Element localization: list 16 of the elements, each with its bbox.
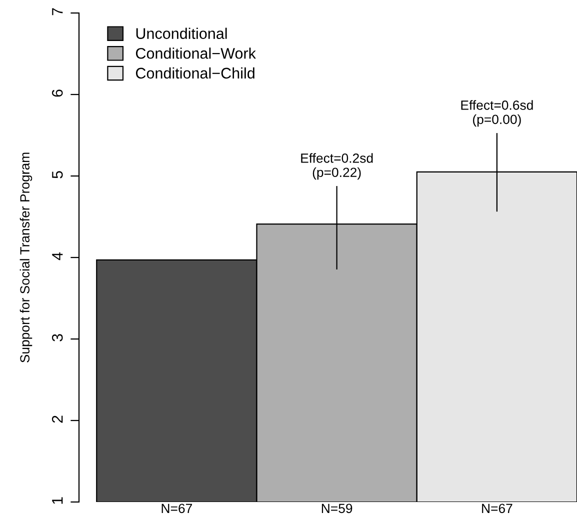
y-tick-label: 3: [52, 334, 63, 342]
x-tick-label: N=67: [482, 504, 512, 514]
annotation: Effect=0.6sd (p=0.00): [461, 100, 533, 127]
y-tick-label: 2: [52, 416, 63, 423]
x-tick-label: N=67: [162, 504, 192, 514]
y-tick-label: 7: [52, 8, 63, 16]
annotation: Effect=0.2sd (p=0.22): [301, 153, 373, 180]
y-axis-title: Support for Social Transfer Program: [20, 152, 32, 362]
legend-label: Conditional−Work: [136, 48, 256, 59]
y-tick-label: 1: [52, 497, 63, 504]
y-tick-label: 5: [52, 171, 63, 178]
y-tick-label: 4: [52, 252, 63, 260]
legend-label: Unconditional: [136, 28, 227, 39]
y-tick-label: 6: [52, 90, 63, 97]
x-tick-label: N=59: [322, 504, 352, 514]
legend-label: Conditional−Child: [136, 67, 254, 79]
